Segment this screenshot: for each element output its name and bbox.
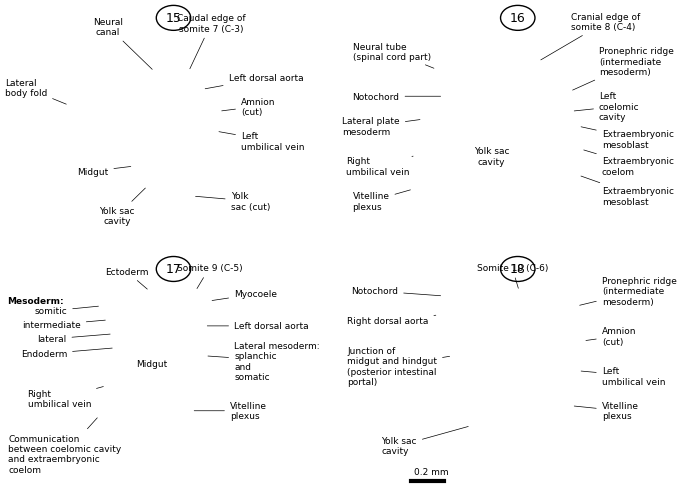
Text: Neural tube
(spinal cord part): Neural tube (spinal cord part)	[353, 43, 434, 69]
Text: Right
umbilical vein: Right umbilical vein	[346, 157, 413, 176]
Text: Yolk sac
cavity: Yolk sac cavity	[381, 427, 468, 455]
Text: 16: 16	[510, 13, 526, 26]
Text: Lateral plate
mesoderm: Lateral plate mesoderm	[342, 117, 420, 137]
Text: Extraembryonic
coelom: Extraembryonic coelom	[584, 151, 674, 176]
Text: 15: 15	[166, 13, 181, 26]
Text: Left dorsal aorta: Left dorsal aorta	[207, 322, 309, 331]
Text: Vitelline
plexus: Vitelline plexus	[574, 401, 638, 421]
Text: Junction of
midgut and hindgut
(posterior intestinal
portal): Junction of midgut and hindgut (posterio…	[347, 346, 450, 386]
Text: Left dorsal aorta: Left dorsal aorta	[205, 74, 303, 90]
Text: Yolk
sac (cut): Yolk sac (cut)	[196, 192, 270, 211]
Text: Midgut: Midgut	[136, 360, 167, 369]
Text: Notochord: Notochord	[353, 93, 441, 102]
Text: Pronephric ridge
(intermediate
mesoderm): Pronephric ridge (intermediate mesoderm)	[573, 47, 674, 91]
Text: Left
umbilical vein: Left umbilical vein	[581, 366, 665, 386]
Text: Myocoele: Myocoele	[212, 290, 277, 301]
Text: Amnion
(cut): Amnion (cut)	[222, 97, 275, 117]
Text: Right dorsal aorta: Right dorsal aorta	[347, 316, 436, 326]
Text: Cranial edge of
somite 8 (C-4): Cranial edge of somite 8 (C-4)	[541, 13, 641, 61]
Text: Midgut: Midgut	[77, 167, 131, 176]
Text: Caudal edge of
somite 7 (C-3): Caudal edge of somite 7 (C-3)	[177, 15, 245, 70]
Text: Extraembryonic
mesoblast: Extraembryonic mesoblast	[581, 128, 674, 150]
Text: Vitelline
plexus: Vitelline plexus	[353, 190, 411, 211]
Text: Yolk sac
cavity: Yolk sac cavity	[99, 189, 146, 226]
Text: somitic: somitic	[34, 307, 98, 316]
Text: Vitelline
plexus: Vitelline plexus	[194, 401, 267, 421]
Text: 18: 18	[510, 263, 526, 276]
Text: Communication
between coelomic cavity
and extraembryonic
coelom: Communication between coelomic cavity an…	[8, 418, 121, 474]
Text: Left
coelomic
cavity: Left coelomic cavity	[574, 92, 640, 122]
Text: Notochord: Notochord	[351, 287, 441, 296]
Text: Ectoderm: Ectoderm	[105, 268, 148, 290]
Text: Extraembryonic
mesoblast: Extraembryonic mesoblast	[581, 177, 674, 206]
Text: lateral: lateral	[37, 335, 110, 344]
Text: Somite 9 (C-5): Somite 9 (C-5)	[176, 264, 242, 289]
Text: Right
umbilical vein: Right umbilical vein	[28, 387, 103, 409]
Text: Neural
canal: Neural canal	[93, 18, 152, 70]
Text: Endoderm: Endoderm	[21, 348, 112, 359]
Text: 17: 17	[166, 263, 181, 276]
Text: intermediate: intermediate	[22, 321, 105, 330]
Text: Left
umbilical vein: Left umbilical vein	[219, 132, 305, 152]
Text: Yolk sac
cavity: Yolk sac cavity	[474, 147, 510, 166]
Text: Mesoderm:: Mesoderm:	[7, 297, 63, 306]
Text: Pronephric ridge
(intermediate
mesoderm): Pronephric ridge (intermediate mesoderm)	[580, 277, 677, 306]
Text: Lateral
body fold: Lateral body fold	[5, 79, 66, 105]
Text: Lateral mesoderm:
splanchic
and
somatic: Lateral mesoderm: splanchic and somatic	[208, 341, 320, 381]
Text: Amnion
(cut): Amnion (cut)	[586, 327, 636, 346]
Text: 0.2 mm: 0.2 mm	[415, 467, 449, 475]
Text: Somite 10 (C-6): Somite 10 (C-6)	[477, 264, 548, 289]
